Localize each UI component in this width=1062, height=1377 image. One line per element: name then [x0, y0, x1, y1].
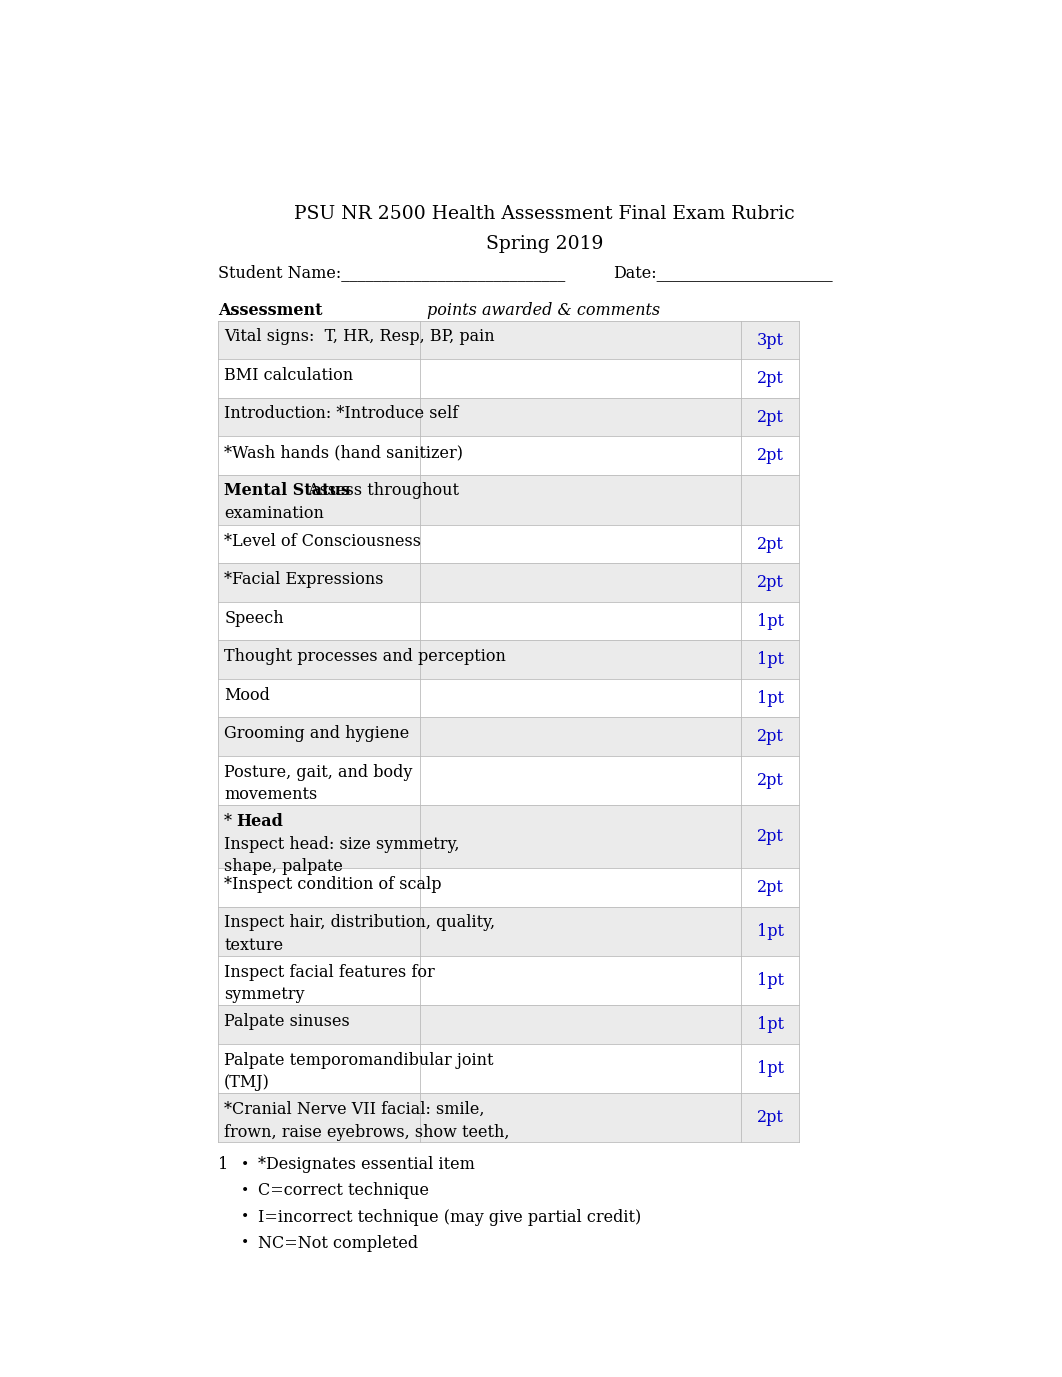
Bar — [218, 437, 800, 475]
Text: •: • — [241, 1210, 250, 1224]
Text: *Wash hands (hand sanitizer): *Wash hands (hand sanitizer) — [224, 443, 463, 461]
Bar — [218, 398, 800, 437]
Text: Inspect head: size symmetry,: Inspect head: size symmetry, — [224, 836, 460, 852]
Bar — [218, 525, 800, 563]
Bar — [218, 956, 800, 1005]
Text: Grooming and hygiene: Grooming and hygiene — [224, 726, 410, 742]
Text: points awarded & comments: points awarded & comments — [427, 302, 661, 318]
Text: Speech: Speech — [224, 610, 284, 627]
Text: 2pt: 2pt — [757, 448, 784, 464]
Bar — [218, 1005, 800, 1044]
Text: Thought processes and perception: Thought processes and perception — [224, 649, 507, 665]
Bar — [218, 906, 800, 956]
Text: Introduction: *Introduce self: Introduction: *Introduce self — [224, 405, 459, 423]
Text: Palpate sinuses: Palpate sinuses — [224, 1013, 350, 1030]
Bar — [218, 717, 800, 756]
Text: 1pt: 1pt — [757, 923, 784, 940]
Text: Palpate temporomandibular joint: Palpate temporomandibular joint — [224, 1052, 494, 1069]
Text: texture: texture — [224, 938, 284, 954]
Bar — [218, 679, 800, 717]
Text: PSU NR 2500 Health Assessment Final Exam Rubric: PSU NR 2500 Health Assessment Final Exam… — [294, 205, 794, 223]
Text: 2pt: 2pt — [757, 574, 784, 591]
Text: Student Name:____________________________: Student Name:___________________________… — [218, 264, 565, 281]
Text: shape, palpate: shape, palpate — [224, 858, 343, 876]
Text: 3pt: 3pt — [757, 332, 784, 348]
Bar — [218, 321, 800, 359]
Text: *Facial Expressions: *Facial Expressions — [224, 571, 383, 588]
Text: examination: examination — [224, 505, 324, 522]
Bar — [218, 1044, 800, 1093]
Text: symmetry: symmetry — [224, 986, 305, 1004]
Text: 2pt: 2pt — [757, 879, 784, 896]
Text: C=correct technique: C=correct technique — [258, 1183, 429, 1199]
Text: 1pt: 1pt — [757, 613, 784, 629]
Text: 1pt: 1pt — [757, 1016, 784, 1033]
Text: Inspect facial features for: Inspect facial features for — [224, 964, 435, 980]
Bar — [218, 475, 800, 525]
Text: (TMJ): (TMJ) — [224, 1074, 270, 1091]
Text: •: • — [241, 1237, 250, 1250]
Bar — [218, 563, 800, 602]
Bar — [218, 806, 800, 869]
Text: frown, raise eyebrows, show teeth,: frown, raise eyebrows, show teeth, — [224, 1124, 510, 1140]
Text: *Cranial Nerve VII facial: smile,: *Cranial Nerve VII facial: smile, — [224, 1100, 484, 1118]
Text: Assessment: Assessment — [218, 302, 323, 318]
Text: Posture, gait, and body: Posture, gait, and body — [224, 763, 412, 781]
Text: 1pt: 1pt — [757, 972, 784, 989]
Text: Date:______________________: Date:______________________ — [613, 264, 833, 281]
Text: Spring 2019: Spring 2019 — [485, 234, 603, 252]
Text: *: * — [224, 812, 237, 830]
Text: 1pt: 1pt — [757, 651, 784, 668]
Text: *Designates essential item: *Designates essential item — [258, 1157, 475, 1173]
Text: Inspect hair, distribution, quality,: Inspect hair, distribution, quality, — [224, 914, 495, 931]
Text: *Level of Consciousness: *Level of Consciousness — [224, 533, 422, 549]
Text: *Inspect condition of scalp: *Inspect condition of scalp — [224, 876, 442, 892]
Text: NC=Not completed: NC=Not completed — [258, 1235, 418, 1252]
Bar — [218, 1093, 800, 1143]
Text: Mood: Mood — [224, 687, 270, 704]
Text: Head: Head — [237, 812, 284, 830]
Text: •: • — [241, 1184, 250, 1198]
Text: Mental Status: Mental Status — [224, 482, 350, 500]
Bar — [218, 756, 800, 806]
Text: •: • — [241, 1158, 250, 1172]
Text: 2pt: 2pt — [757, 536, 784, 552]
Text: 2pt: 2pt — [757, 1110, 784, 1126]
Bar — [218, 602, 800, 640]
Bar — [218, 869, 800, 906]
Bar — [218, 359, 800, 398]
Text: 2pt: 2pt — [757, 409, 784, 425]
Text: 2pt: 2pt — [757, 772, 784, 789]
Text: BMI calculation: BMI calculation — [224, 368, 354, 384]
Text: 1pt: 1pt — [757, 1060, 784, 1077]
Bar — [218, 640, 800, 679]
Text: I=incorrect technique (may give partial credit): I=incorrect technique (may give partial … — [258, 1209, 641, 1226]
Text: movements: movements — [224, 786, 318, 803]
Text: Vital signs:  T, HR, Resp, BP, pain: Vital signs: T, HR, Resp, BP, pain — [224, 329, 495, 346]
Text: 1: 1 — [218, 1157, 228, 1173]
Text: 2pt: 2pt — [757, 728, 784, 745]
Text: 2pt: 2pt — [757, 828, 784, 845]
Text: 1pt: 1pt — [757, 690, 784, 706]
Text: 2pt: 2pt — [757, 370, 784, 387]
Text: Assess throughout: Assess throughout — [303, 482, 459, 500]
